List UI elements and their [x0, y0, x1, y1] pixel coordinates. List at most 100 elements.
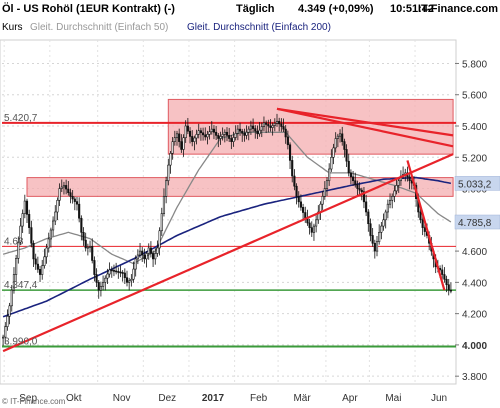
zones — [26, 98, 454, 197]
candle-body — [93, 260, 96, 275]
candle-body — [32, 242, 35, 260]
candle-body — [69, 192, 72, 197]
y-axis: 3.8004.0004.2004.4004.6004.8005.0005.200… — [454, 59, 500, 383]
legend-bar — [0, 18, 500, 36]
candle-body — [2, 336, 5, 339]
candle-body — [123, 272, 126, 278]
candle-body — [419, 211, 422, 221]
candle-body — [12, 274, 16, 291]
candle-body — [36, 263, 39, 270]
candle-body — [354, 180, 357, 185]
candle-body — [30, 227, 33, 244]
x-tick-label: Okt — [66, 393, 82, 404]
legend-kurs[interactable]: Kurs — [2, 22, 23, 33]
candle-body — [202, 132, 205, 136]
candle-body — [386, 203, 389, 213]
candle-body — [395, 185, 398, 192]
candle-body — [408, 176, 411, 182]
candle-body — [19, 225, 22, 243]
candle-body — [210, 128, 213, 133]
candle-body — [132, 268, 135, 280]
level-label: 5.420,7 — [4, 113, 38, 124]
trendline — [406, 160, 446, 291]
legend-sma50[interactable]: Gleit. Durchschnitt (Einfach 50) — [30, 22, 168, 33]
candle-body — [356, 184, 359, 189]
candle-body — [106, 273, 109, 279]
resistance-zone — [26, 177, 454, 197]
candle-body — [286, 136, 289, 146]
price-label-box — [454, 214, 500, 230]
candle-body — [180, 141, 183, 150]
candle-body — [238, 128, 242, 132]
candle-body — [6, 315, 9, 327]
candle-body — [258, 129, 261, 135]
candle-body — [232, 137, 235, 142]
candle-body — [345, 149, 348, 162]
candle-body — [256, 130, 259, 135]
candle-body — [273, 123, 276, 126]
candle-body — [171, 141, 174, 154]
price-label: 4.785,8 — [458, 218, 492, 229]
y-tick-label: 4.200 — [462, 310, 487, 321]
candle-body — [156, 247, 159, 254]
candle-body — [162, 196, 166, 214]
candle-body — [158, 230, 161, 249]
candle-body — [10, 289, 13, 307]
candle-body — [441, 269, 444, 275]
candle-body — [371, 235, 374, 244]
candle-body — [336, 135, 339, 139]
candle-body — [60, 186, 63, 189]
candle-body — [152, 253, 155, 260]
instrument-title: Öl - US Rohöl (1EUR Kontrakt) (-) — [2, 2, 175, 15]
candle-body — [91, 246, 94, 261]
candle-body — [54, 211, 57, 222]
candle-body — [312, 225, 316, 233]
candle-body — [43, 256, 46, 266]
candle-body — [338, 133, 342, 137]
candle-body — [15, 258, 18, 275]
x-tick-label: Mai — [385, 393, 401, 404]
candle-body — [330, 156, 333, 170]
candle-body — [138, 250, 142, 256]
candle-body — [165, 180, 168, 197]
candle-body — [332, 147, 335, 158]
candle-body — [302, 207, 305, 213]
candle-body — [365, 201, 368, 213]
candle-body — [349, 172, 352, 178]
candle-body — [217, 135, 220, 139]
copyright-notice: © IT-Finance.com — [2, 397, 66, 406]
candle-body — [25, 200, 29, 215]
candle-body — [149, 247, 152, 254]
candle-body — [293, 175, 296, 187]
candle-body — [47, 238, 50, 249]
candle-body — [115, 270, 118, 273]
candle-body — [99, 285, 102, 291]
site-name: IT-Finance.com — [418, 3, 498, 15]
x-tick-label: Jun — [431, 393, 447, 404]
candle-body — [167, 164, 170, 182]
candle-body — [23, 200, 26, 214]
candle-body — [184, 125, 187, 139]
y-tick-label: 5.600 — [462, 91, 487, 102]
candle-body — [197, 130, 200, 135]
horizontal-levels — [2, 121, 456, 348]
level-label: 4.63 — [4, 236, 24, 247]
candle-body — [215, 131, 218, 136]
candle-body — [423, 227, 426, 232]
x-tick-label: Apr — [342, 393, 358, 404]
candle-body — [288, 144, 292, 161]
y-tick-label: 4.400 — [462, 278, 487, 289]
legend-sma200[interactable]: Gleit. Durchschnitt (Einfach 200) — [187, 22, 331, 33]
candle-body — [134, 258, 137, 270]
candle-body — [382, 219, 385, 227]
candle-body — [341, 133, 344, 142]
candle-body — [104, 277, 107, 283]
candle-body — [393, 190, 396, 197]
candle-body — [223, 131, 226, 135]
candle-body — [443, 274, 446, 280]
level-labels: 5.420,7 4.63 4.347,4 3.990,0 — [4, 113, 38, 348]
candle-body — [262, 122, 266, 127]
trendline — [276, 107, 454, 137]
candle-body — [373, 242, 376, 252]
